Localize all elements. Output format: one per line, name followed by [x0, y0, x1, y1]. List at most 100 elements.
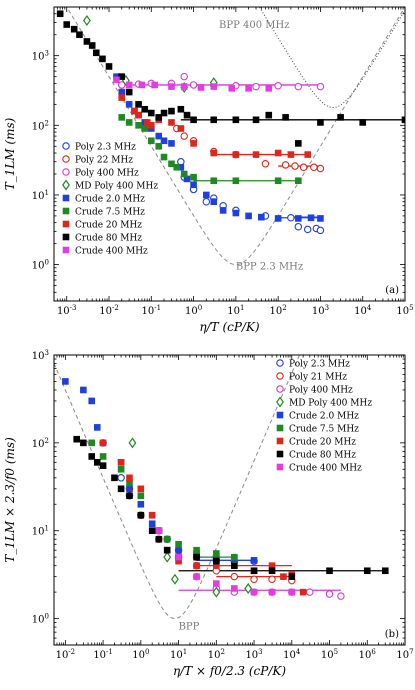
data-point: [126, 492, 133, 500]
x-tick-label: 10-3: [57, 304, 77, 317]
data-point: [210, 83, 218, 90]
data-point: [147, 109, 155, 117]
data-point: [268, 575, 276, 584]
data-point: [180, 83, 188, 90]
data-point: [261, 160, 270, 168]
data-point: [244, 582, 253, 595]
data-point: [231, 553, 238, 561]
legend-item: Poly 2.3 MHz: [276, 359, 350, 370]
data-point: [168, 140, 175, 147]
data-point: [155, 114, 163, 121]
y-tick-label: 100: [32, 259, 49, 272]
legend-item: Crude 80 MHz: [62, 234, 142, 244]
legend-marker: [276, 437, 284, 445]
data-point: [118, 73, 126, 80]
data-point: [190, 181, 197, 189]
data-point: [163, 546, 171, 554]
data-point: [62, 378, 69, 385]
bpp-2-3-curve: [66, 7, 405, 266]
bpp-annotation: BPP 400 MHz: [219, 20, 289, 31]
data-point: [295, 215, 302, 222]
data-point: [203, 191, 210, 199]
legend-label: Poly 22 MHz: [75, 156, 133, 166]
panel-label: (a): [385, 285, 399, 296]
legend-marker: [276, 463, 284, 471]
data-point: [232, 116, 240, 124]
legend-item: Crude 20 MHz: [62, 220, 142, 231]
legend-item: Crude 400 MHz: [276, 463, 362, 474]
legend-marker: [276, 411, 284, 419]
legend-marker: [276, 359, 284, 367]
data-point: [213, 580, 220, 587]
data-point: [213, 550, 220, 557]
x-tick-label: 102: [208, 648, 225, 661]
x-tick-label: 104: [283, 648, 301, 661]
legend-item: Crude 7.5 MHz: [62, 208, 145, 218]
x-tick-label: 104: [354, 304, 372, 317]
data-point: [250, 575, 258, 584]
data-point: [73, 435, 81, 443]
data-point: [111, 474, 118, 482]
legend-item: MD Poly 400 MHz: [276, 396, 372, 409]
data-point: [189, 81, 198, 89]
data-point: [118, 88, 126, 96]
legend-label: Crude 7.5 MHz: [75, 208, 145, 218]
data-point: [210, 116, 218, 124]
legend-marker: [62, 220, 70, 228]
y-tick-label: 103: [32, 349, 49, 362]
data-point: [193, 553, 200, 561]
data-point: [147, 137, 155, 145]
data-point: [177, 163, 185, 171]
panel-b: 10-2 10-1 100 101 102 103 104 105 106 107 100 101 10…: [3, 349, 414, 678]
data-point: [125, 81, 133, 89]
data-point: [282, 114, 289, 121]
data-point: [80, 439, 87, 447]
data-point: [232, 177, 240, 185]
bpp-curve: [54, 355, 301, 620]
data-point: [232, 151, 240, 158]
y-axis-label: T_1LM (ms): [3, 117, 17, 190]
x-tick-label: 103: [312, 304, 329, 317]
data-point: [80, 386, 87, 394]
data-point: [180, 72, 188, 81]
data-point: [117, 485, 125, 493]
data-point: [202, 197, 211, 206]
data-point: [287, 214, 295, 222]
legend-marker: [276, 385, 284, 393]
legend-item: Crude 20 MHz: [276, 437, 356, 448]
data-point: [83, 38, 91, 45]
legend-label: Crude 20 MHz: [75, 221, 142, 231]
data-point: [138, 81, 146, 89]
data-point: [99, 55, 106, 63]
data-point: [175, 557, 182, 565]
data-point: [118, 114, 126, 121]
data-point: [193, 573, 200, 580]
legend-marker: [276, 424, 284, 432]
legend-label: Crude 20 MHz: [289, 438, 356, 448]
data-point: [70, 25, 78, 33]
data-point: [117, 465, 125, 473]
data-point: [250, 588, 258, 596]
data-point: [252, 116, 260, 124]
data-point: [287, 151, 295, 158]
data-point: [155, 527, 163, 535]
data-point: [299, 163, 308, 171]
data-point: [265, 85, 273, 92]
data-point: [155, 142, 163, 150]
legend-label: Crude 2.0 MHz: [75, 195, 145, 205]
data-point: [307, 214, 315, 222]
data-point: [213, 553, 220, 561]
legend-marker: [276, 450, 284, 458]
data-point: [295, 177, 302, 185]
data-point: [299, 588, 307, 596]
legend-label: Poly 400 MHz: [75, 169, 139, 179]
x-tick-label: 10-1: [93, 648, 113, 661]
legend-label: MD Poly 400 MHz: [75, 182, 158, 192]
data-point: [268, 567, 276, 575]
legend: Poly 2.3 MHz Poly 21 MHz Poly 400 MHz MD Po…: [276, 359, 372, 474]
data-point: [126, 474, 133, 482]
data-point: [288, 588, 296, 596]
legend-marker: [62, 194, 70, 202]
data-point: [117, 81, 126, 89]
data-point: [401, 116, 405, 124]
